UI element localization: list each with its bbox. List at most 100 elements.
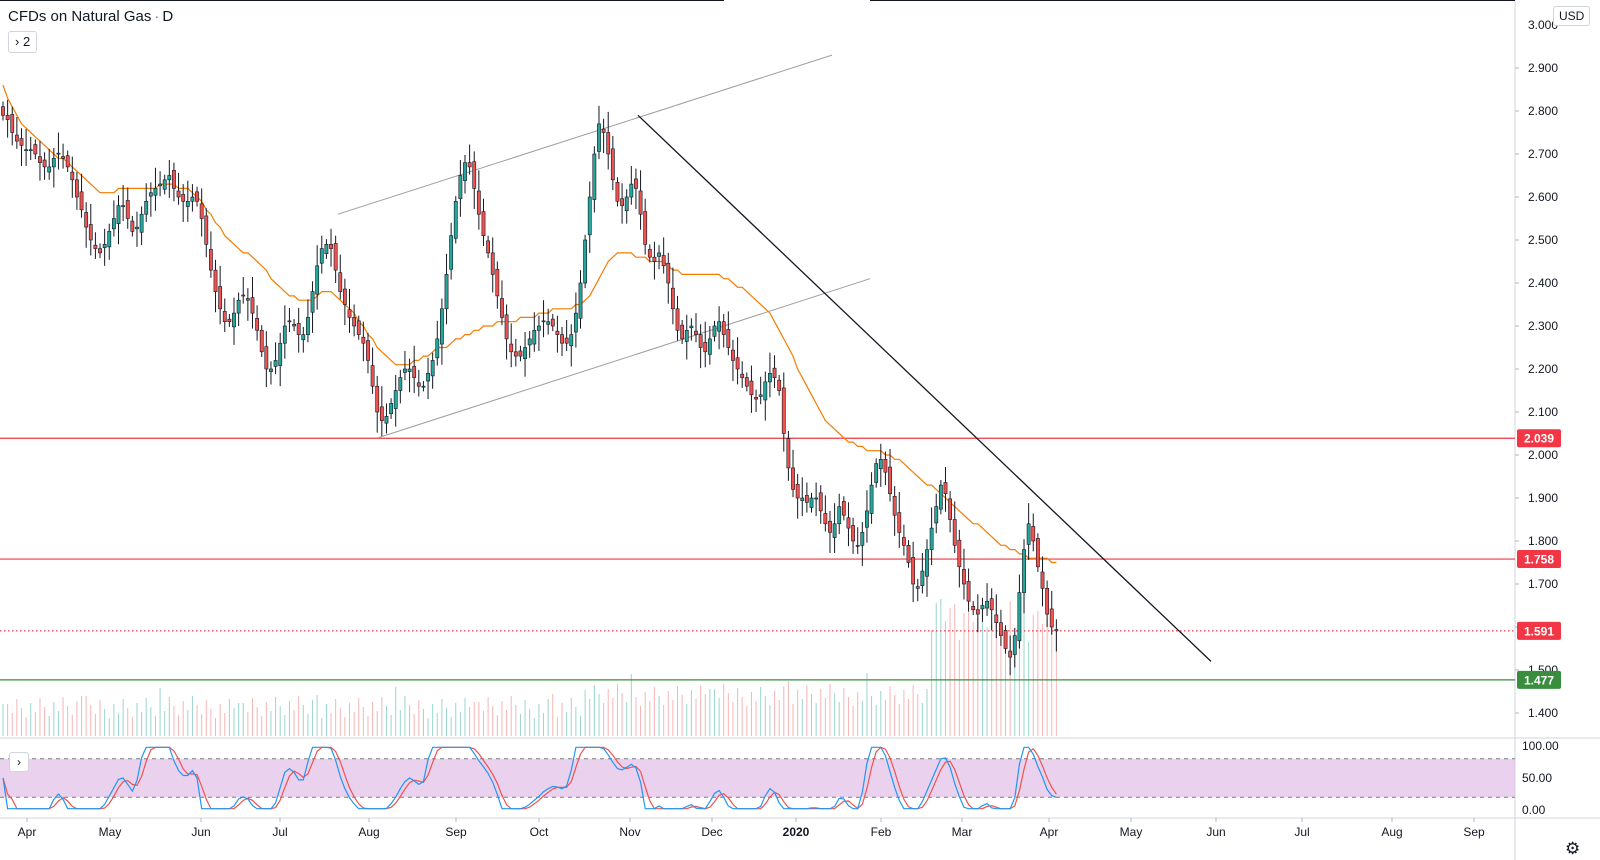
currency-button[interactable]: USD <box>1553 6 1591 26</box>
candle <box>652 241 657 280</box>
candle-body <box>463 162 467 181</box>
time-tick-label: Jun <box>1206 825 1225 839</box>
candle <box>324 239 329 259</box>
candle-body <box>338 272 343 292</box>
candle-body <box>347 309 352 318</box>
candle <box>14 117 19 149</box>
candle-body <box>541 320 546 323</box>
candle <box>213 259 218 313</box>
oscillator-toggle-button[interactable]: › <box>9 752 29 772</box>
candle <box>185 180 190 222</box>
price-label: 1.591 <box>1517 621 1561 640</box>
candle <box>901 524 906 556</box>
candle <box>814 482 819 517</box>
candle-body <box>500 298 504 318</box>
candle-body <box>190 196 195 202</box>
candle-body <box>56 152 61 155</box>
candle-body <box>389 403 393 415</box>
candle-body <box>694 330 698 335</box>
candle <box>130 215 135 237</box>
candle-body <box>647 249 652 258</box>
candle <box>763 371 768 421</box>
candle-body <box>740 373 745 378</box>
candle-body <box>707 338 712 355</box>
candle-body <box>61 156 65 159</box>
candle <box>994 594 999 639</box>
candle <box>356 315 361 340</box>
price-axis[interactable]: 2.900 2.800 2.700 2.600 2.500 2.400 2.300 2.200… <box>1515 18 1558 720</box>
candle <box>717 306 722 350</box>
candle <box>245 288 250 321</box>
stochastic-tick-label: 100.00 <box>1522 739 1559 753</box>
symbol-name[interactable]: CFDs on Natural Gas <box>8 8 152 25</box>
candle <box>232 297 236 345</box>
chart-title: CFDs on Natural Gas · D <box>8 8 174 25</box>
price-label: 1.758 <box>1517 550 1561 569</box>
candle <box>209 231 213 278</box>
candle <box>107 223 112 260</box>
candle-body <box>814 497 819 500</box>
candle-body <box>804 495 809 503</box>
candle <box>204 208 209 258</box>
candle-body <box>592 153 597 200</box>
candle <box>878 443 883 487</box>
candle <box>51 147 56 188</box>
candle-body <box>754 397 758 400</box>
candle-body <box>878 458 883 470</box>
candle <box>610 135 615 191</box>
horizontal-levels[interactable] <box>0 437 1515 681</box>
candle <box>61 143 65 169</box>
candle <box>430 352 435 389</box>
candle-body <box>393 390 398 409</box>
candle-body <box>259 329 264 353</box>
candle <box>384 403 389 434</box>
candle <box>929 507 934 566</box>
candle <box>523 332 527 377</box>
candle-body <box>1 106 5 116</box>
candle-body <box>1017 592 1022 642</box>
candle <box>731 339 735 382</box>
candle-body <box>772 367 777 378</box>
candle-body <box>264 346 269 370</box>
price-channel[interactable] <box>337 54 871 439</box>
candle <box>860 522 865 566</box>
candle <box>38 141 42 181</box>
candle-body <box>657 252 661 257</box>
candle-body <box>398 377 403 391</box>
candle <box>259 325 264 357</box>
candle-body <box>573 312 578 333</box>
gear-icon[interactable]: ⚙ <box>1565 839 1581 858</box>
candle <box>670 267 675 325</box>
time-tick-label: Aug <box>1381 825 1402 839</box>
candle <box>296 307 301 353</box>
candle-body <box>222 311 227 323</box>
candle-body <box>185 201 190 207</box>
candle <box>75 172 79 210</box>
candle <box>458 160 463 217</box>
candle <box>943 467 948 512</box>
candle <box>680 319 685 345</box>
studies-toggle-button[interactable]: › 2 <box>8 31 38 53</box>
candle <box>144 183 149 222</box>
candle-body <box>273 360 278 367</box>
price-label-text: 1.477 <box>1524 673 1554 687</box>
candle <box>24 129 29 167</box>
candle <box>439 298 444 365</box>
candle-body <box>116 205 121 224</box>
trendline[interactable] <box>637 114 1212 662</box>
candle-body <box>957 539 962 568</box>
candle-body <box>1022 549 1026 593</box>
time-axis[interactable]: Apr May Jun Jul Aug Sep Oct Nov Dec 2020 Feb Mar Apr… <box>18 818 1485 839</box>
candle-body <box>296 323 301 335</box>
time-tick-label: Feb <box>871 825 892 839</box>
candle <box>888 448 892 502</box>
candle-body <box>250 297 255 314</box>
candle-body <box>1049 608 1054 628</box>
interval[interactable]: D <box>162 8 174 25</box>
stochastic-tick-label: 50.00 <box>1522 771 1552 785</box>
candle-body <box>1026 523 1031 545</box>
candle-body <box>962 569 966 585</box>
candle <box>426 357 430 400</box>
candle-body <box>1012 635 1017 655</box>
